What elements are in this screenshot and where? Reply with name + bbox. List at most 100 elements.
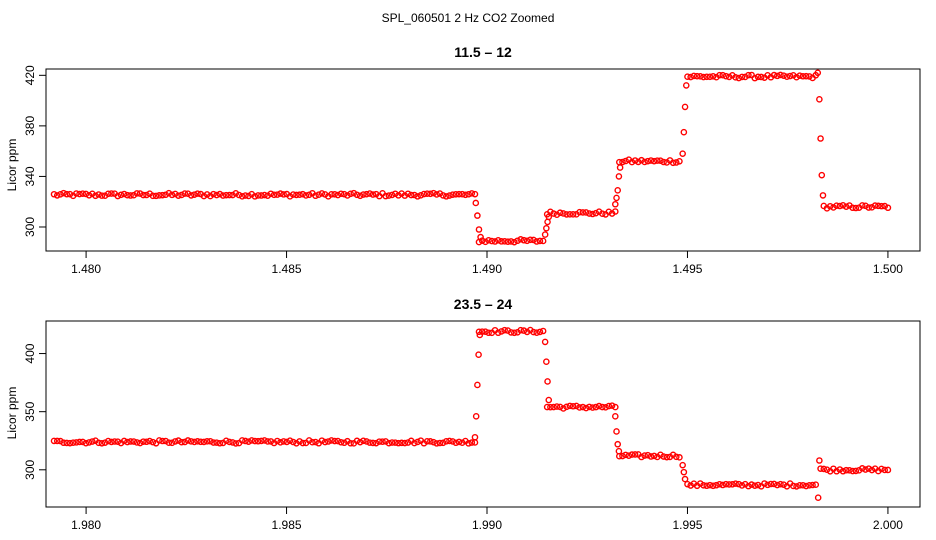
- panel-bottom-data-point: [680, 468, 688, 476]
- panel-bottom-data-point: [286, 437, 294, 444]
- panel-top-data-point: [628, 158, 636, 166]
- panel-top-data-point: [878, 202, 885, 210]
- panel-bottom-xtick-label: 2.000: [873, 518, 903, 532]
- panel-bottom-data-point: [644, 451, 652, 459]
- panel-top-data-point: [647, 157, 655, 164]
- panel-top-xtick-label: 1.480: [71, 262, 101, 276]
- panel-bottom-data-point: [812, 481, 820, 489]
- panel-bottom-data-point: [553, 403, 561, 410]
- panel-top-data-point: [868, 204, 876, 211]
- panel-top-data-point: [175, 192, 182, 199]
- panel-bottom-data-point: [446, 437, 453, 445]
- panel-top-data-point: [347, 190, 354, 198]
- panel-top-data-point: [420, 190, 428, 198]
- panel-top-data-point: [560, 210, 567, 217]
- panel-top-data-point: [842, 203, 850, 210]
- panel-top-data-point: [79, 190, 87, 197]
- panel-top-xtick-label: 1.500: [873, 262, 903, 276]
- panel-bottom-data-point: [494, 329, 502, 337]
- panel-top-xtick-label: 1.490: [472, 262, 502, 276]
- panel-bottom-data-point: [799, 481, 807, 489]
- panel-top-data-point: [178, 191, 185, 199]
- panel-bottom-data-point: [216, 439, 224, 447]
- panel-top-data-point: [411, 191, 418, 199]
- panel-top-data-point: [82, 190, 90, 198]
- panel-top-data-point: [117, 191, 125, 199]
- panel-top-data-point: [485, 237, 492, 244]
- panel-bottom-data-point: [510, 329, 518, 337]
- panel-bottom-data-point: [69, 439, 77, 446]
- panel-bottom-data-point: [60, 439, 67, 447]
- panel-bottom-data-point: [865, 465, 872, 472]
- panel-bottom-data-point: [251, 437, 259, 445]
- panel-bottom-data-point: [465, 440, 472, 447]
- panel-bottom-data-point: [560, 405, 567, 412]
- panel-bottom-data-point: [650, 452, 658, 460]
- panel-top-data-point: [871, 202, 879, 209]
- panel-top-data-point: [50, 190, 58, 198]
- panel-top-data-point: [741, 73, 749, 81]
- panel-top-data-point: [270, 191, 278, 199]
- panel-bottom-data-point: [536, 328, 544, 336]
- panel-bottom-data-point: [372, 439, 380, 447]
- panel-bottom-data-point: [267, 438, 275, 445]
- panel-top-data-point: [881, 202, 889, 210]
- panel-bottom-data-point: [780, 481, 787, 488]
- panel-bottom-data-point: [716, 480, 723, 488]
- panel-bottom-data-point: [498, 328, 505, 335]
- panel-bottom-data-point: [517, 326, 524, 334]
- panel-bottom-data-point: [482, 328, 489, 335]
- panel-bottom-xtick-label: 1.985: [272, 518, 302, 532]
- panel-bottom-data-point: [647, 453, 655, 460]
- panel-bottom-data-point: [53, 437, 61, 445]
- panel-top-data-point: [709, 72, 717, 80]
- panel-bottom-ytick-label: 300: [23, 459, 37, 479]
- panel-top-data-point: [478, 237, 486, 244]
- panel-top-data-point: [619, 158, 626, 166]
- panel-top-data-point: [369, 191, 377, 198]
- panel-bottom-data-point: [576, 404, 583, 411]
- panel-top-data-point: [171, 190, 179, 198]
- panel-bottom-data-point: [50, 437, 58, 445]
- panel-bottom-data-point: [595, 402, 603, 410]
- panel-bottom-data-point: [98, 439, 106, 447]
- panel-top-data-point: [799, 72, 807, 80]
- panel-top-data-point: [140, 191, 147, 199]
- panel-bottom-data-point: [475, 328, 483, 336]
- panel-top-data-point: [716, 71, 723, 79]
- panel-bottom-data-point: [706, 481, 714, 489]
- panel-top-data-point: [229, 191, 236, 199]
- panel-bottom-data-point: [66, 439, 74, 447]
- panel-bottom-data-point: [544, 378, 551, 385]
- panel-top-data-point: [672, 159, 680, 166]
- panel-top-data-point: [353, 191, 361, 199]
- panel-bottom-data-point: [697, 480, 704, 487]
- panel-top-data-point: [697, 73, 704, 80]
- panel-top-plot-frame: [45, 68, 921, 252]
- panel-bottom-data-point: [369, 439, 377, 447]
- panel-bottom-data-point: [273, 437, 281, 445]
- panel-bottom-data-point: [566, 402, 574, 410]
- panel-top-data-point: [210, 190, 217, 198]
- panel-bottom-data-point: [660, 453, 667, 460]
- panel-top-data-point: [168, 191, 176, 199]
- panel-top-data-point: [725, 73, 733, 81]
- panel-bottom-data-point: [331, 437, 338, 445]
- panel-top-data-point: [63, 190, 71, 198]
- panel-bottom-data-point: [468, 439, 476, 446]
- panel-bottom-data-point: [187, 438, 195, 445]
- panel-bottom-data-point: [539, 327, 547, 335]
- panel-bottom-data-point: [507, 329, 515, 336]
- panel-bottom-data-point: [703, 482, 711, 490]
- figure-title: SPL_060501 2 Hz CO2 Zoomed: [382, 11, 555, 25]
- panel-top-data-point: [615, 173, 623, 180]
- panel-bottom-data-point: [248, 437, 256, 444]
- panel-bottom-data-point: [324, 438, 332, 445]
- panel-bottom-data-point: [589, 404, 596, 411]
- panel-bottom-data-point: [149, 438, 157, 446]
- panel-bottom-data-point: [884, 466, 892, 474]
- panel-bottom-data-point: [474, 381, 481, 389]
- panel-top-data-point: [162, 191, 169, 199]
- panel-top-data-point: [884, 204, 892, 212]
- panel-top-data-point: [536, 237, 544, 245]
